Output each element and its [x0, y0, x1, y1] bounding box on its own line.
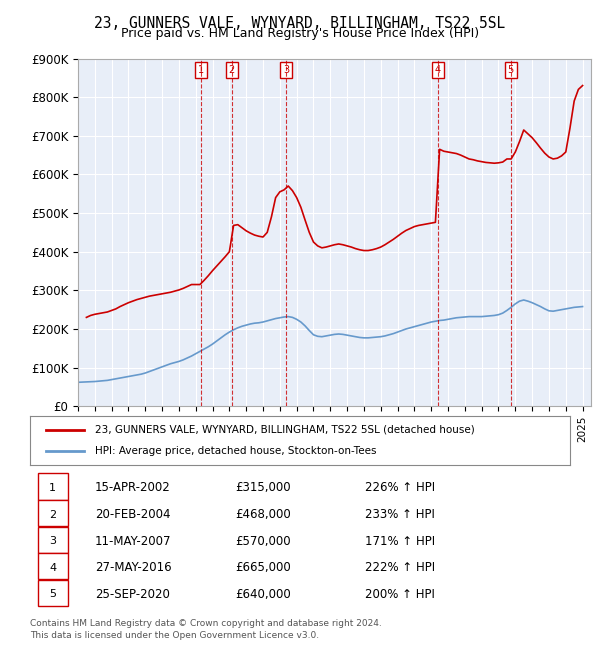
Text: This data is licensed under the Open Government Licence v3.0.: This data is licensed under the Open Gov…: [30, 630, 319, 640]
Text: 226% ↑ HPI: 226% ↑ HPI: [365, 482, 435, 495]
FancyBboxPatch shape: [38, 473, 68, 500]
FancyBboxPatch shape: [38, 580, 68, 606]
Text: 5: 5: [49, 590, 56, 599]
Text: 233% ↑ HPI: 233% ↑ HPI: [365, 508, 434, 521]
Text: 3: 3: [283, 65, 289, 75]
Text: 4: 4: [49, 563, 56, 573]
Text: £468,000: £468,000: [235, 508, 291, 521]
FancyBboxPatch shape: [38, 526, 68, 552]
Text: 3: 3: [49, 536, 56, 546]
FancyBboxPatch shape: [38, 553, 68, 579]
Text: 15-APR-2002: 15-APR-2002: [95, 482, 170, 495]
Text: 4: 4: [435, 65, 441, 75]
Text: 27-MAY-2016: 27-MAY-2016: [95, 561, 172, 574]
Text: Contains HM Land Registry data © Crown copyright and database right 2024.: Contains HM Land Registry data © Crown c…: [30, 619, 382, 628]
Text: 23, GUNNERS VALE, WYNYARD, BILLINGHAM, TS22 5SL: 23, GUNNERS VALE, WYNYARD, BILLINGHAM, T…: [94, 16, 506, 31]
Text: 5: 5: [508, 65, 514, 75]
Text: £640,000: £640,000: [235, 588, 291, 601]
Text: 11-MAY-2007: 11-MAY-2007: [95, 534, 172, 547]
Text: £665,000: £665,000: [235, 561, 291, 574]
Text: 222% ↑ HPI: 222% ↑ HPI: [365, 561, 435, 574]
Text: 171% ↑ HPI: 171% ↑ HPI: [365, 534, 435, 547]
Text: 23, GUNNERS VALE, WYNYARD, BILLINGHAM, TS22 5SL (detached house): 23, GUNNERS VALE, WYNYARD, BILLINGHAM, T…: [95, 424, 475, 435]
Text: 20-FEB-2004: 20-FEB-2004: [95, 508, 170, 521]
Text: £315,000: £315,000: [235, 482, 291, 495]
Text: HPI: Average price, detached house, Stockton-on-Tees: HPI: Average price, detached house, Stoc…: [95, 446, 376, 456]
Text: 2: 2: [49, 510, 56, 519]
Text: 1: 1: [197, 65, 203, 75]
Text: 1: 1: [49, 483, 56, 493]
Text: Price paid vs. HM Land Registry's House Price Index (HPI): Price paid vs. HM Land Registry's House …: [121, 27, 479, 40]
FancyBboxPatch shape: [38, 500, 68, 526]
Text: 200% ↑ HPI: 200% ↑ HPI: [365, 588, 434, 601]
Text: £570,000: £570,000: [235, 534, 291, 547]
Text: 25-SEP-2020: 25-SEP-2020: [95, 588, 170, 601]
Text: 2: 2: [229, 65, 235, 75]
